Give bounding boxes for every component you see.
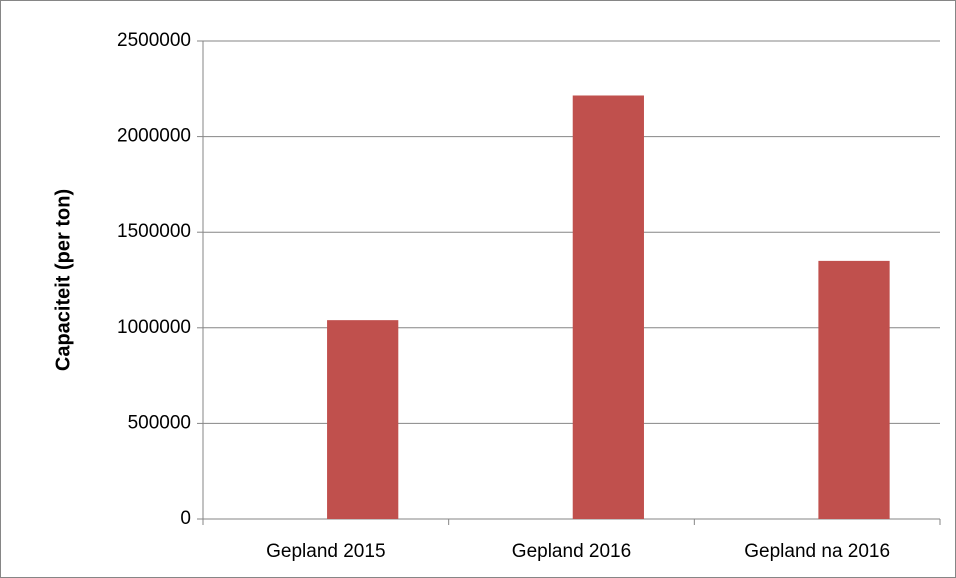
- y-tick-label: 1000000: [117, 317, 191, 338]
- y-tick-label: 1500000: [117, 221, 191, 242]
- y-tick-label: 2500000: [117, 30, 191, 51]
- y-tick-label: 0: [180, 508, 191, 529]
- bar: [572, 95, 644, 519]
- bar: [818, 260, 890, 519]
- y-tick-label: 2000000: [117, 126, 191, 147]
- x-tick-label: Gepland na 2016: [744, 541, 890, 562]
- x-tick-label: Gepland 2015: [266, 541, 385, 562]
- x-tick-label: Gepland 2016: [512, 541, 631, 562]
- y-tick-label: 500000: [128, 412, 191, 433]
- bar: [327, 320, 399, 519]
- y-axis-label: Capaciteit (per ton): [52, 189, 74, 371]
